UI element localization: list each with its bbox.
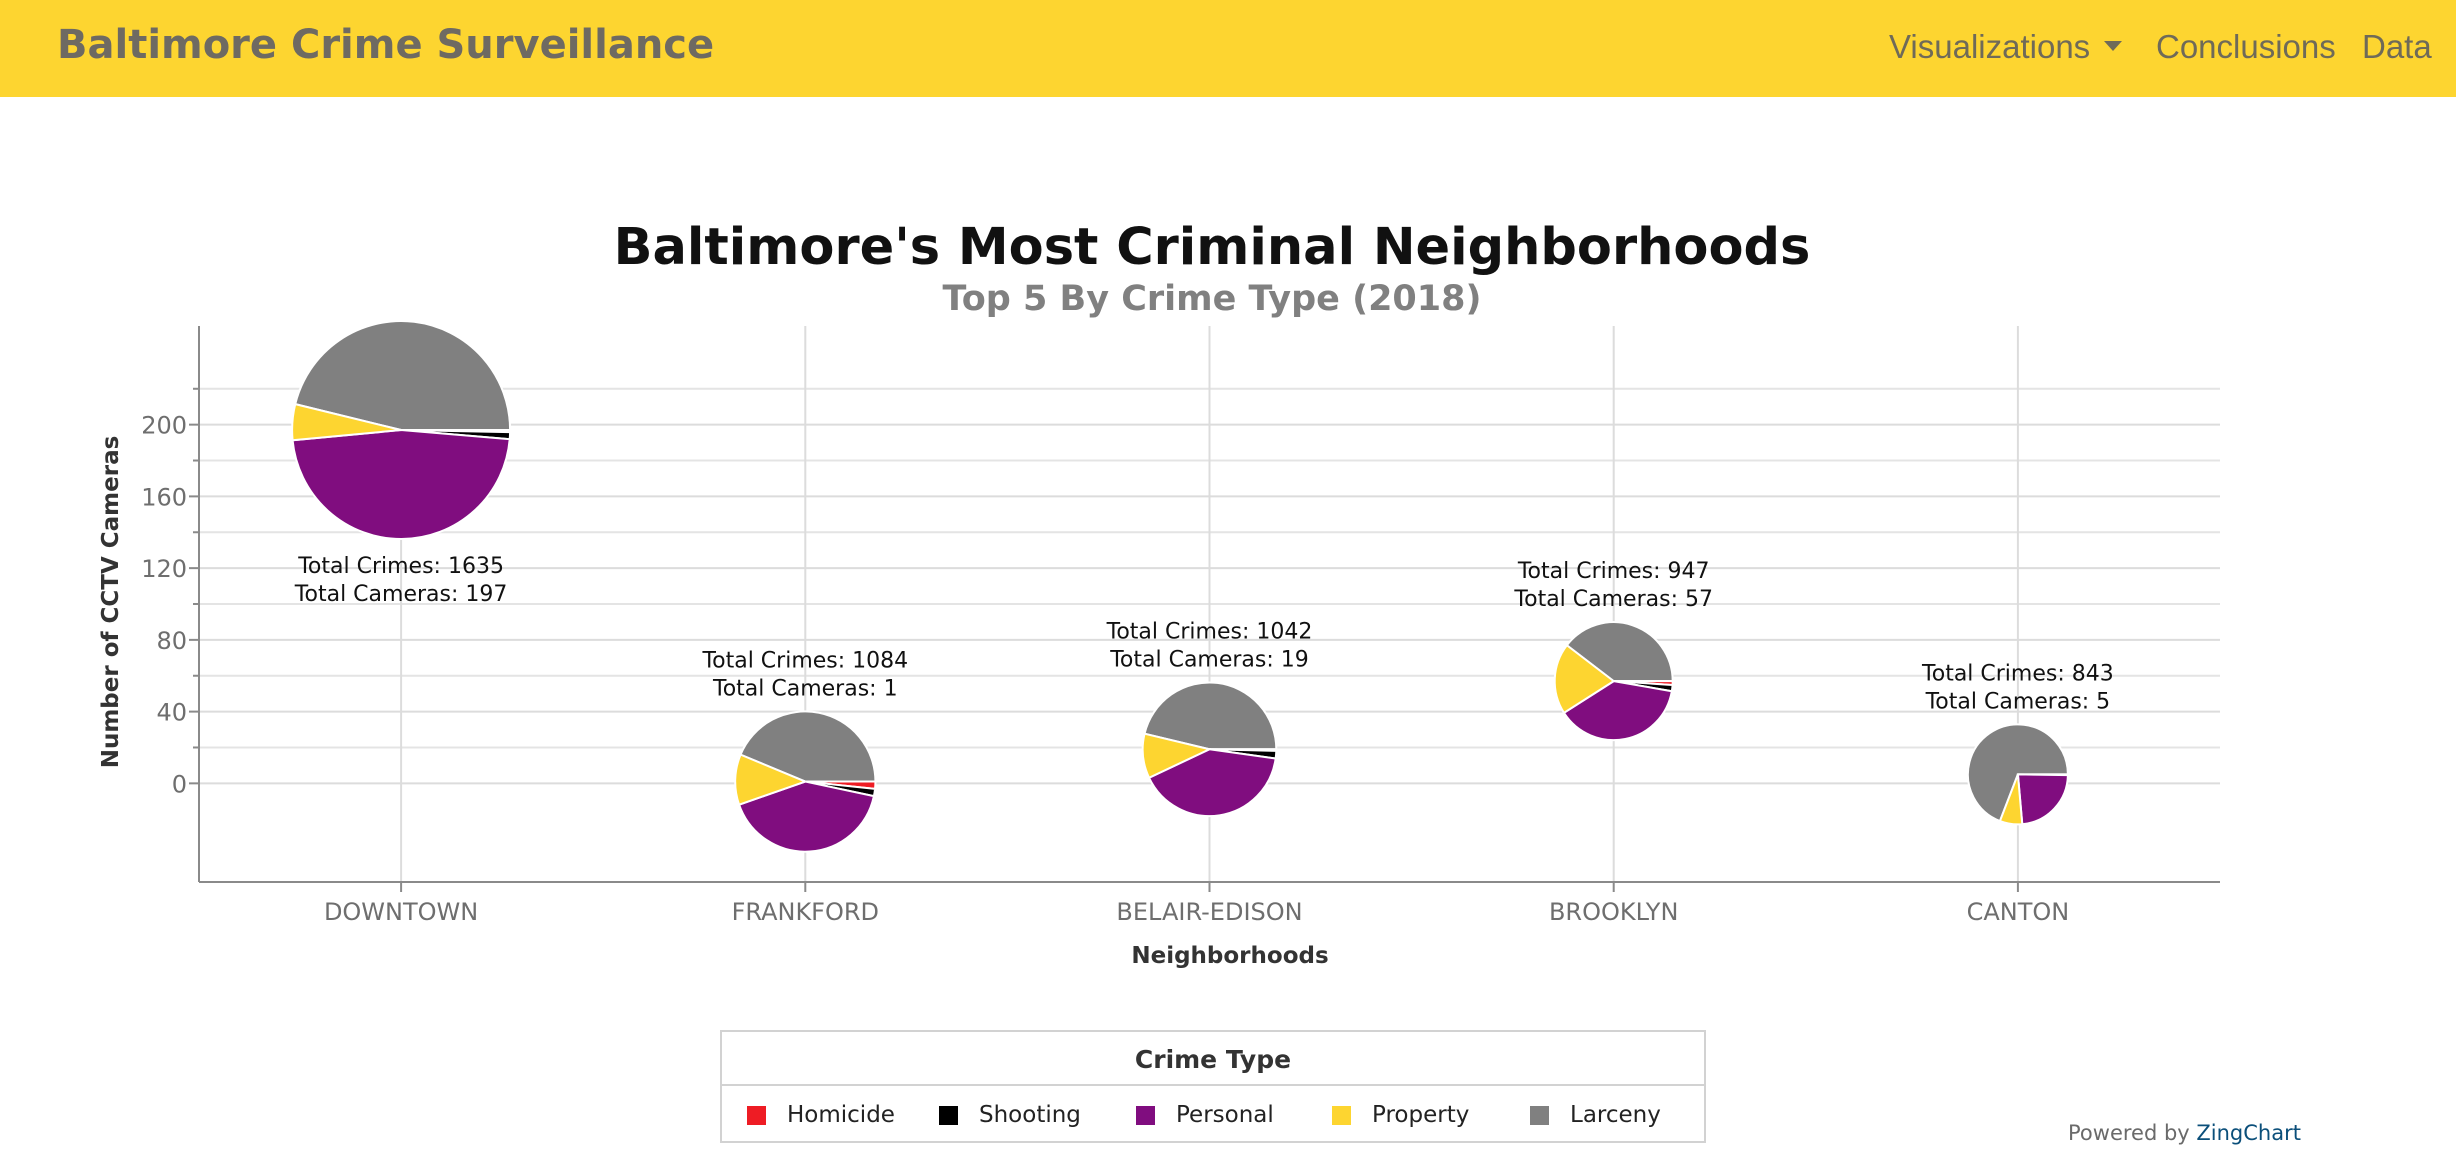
nav-data-link[interactable]: Data (2362, 28, 2432, 65)
y-tick-label: 120 (141, 555, 187, 583)
zingchart-link[interactable]: ZingChart (2196, 1121, 2301, 1145)
pie-labels: Total Crimes: 1635 Total Cameras: 197 Tota… (294, 554, 2114, 714)
x-tick-label-belair-edison: BELAIR-EDISON (1116, 898, 1302, 926)
y-tick-label: 80 (156, 627, 187, 655)
y-axis-title: Number of CCTV Cameras (98, 436, 124, 769)
pie-label-total-cameras-canton: Total Cameras: 5 (1925, 689, 2111, 714)
pie-slice-belair-edison-property[interactable] (1141, 732, 1213, 780)
pie-downtown[interactable] (291, 320, 512, 541)
pie-slice-frankford-larceny[interactable] (739, 710, 877, 783)
pie-frankford[interactable] (734, 710, 877, 853)
pie-brooklyn[interactable] (1553, 621, 1674, 742)
x-axis-title: Neighborhoods (1131, 943, 1328, 969)
chart-subtitle: Top 5 By Crime Type (2018) (943, 279, 1482, 319)
chart-title: Baltimore's Most Criminal Neighborhoods (614, 218, 1811, 277)
pie-label-total-crimes-downtown: Total Crimes: 1635 (297, 554, 504, 579)
pie-slice-brooklyn-property[interactable] (1553, 643, 1616, 715)
x-tick-label-brooklyn: BROOKLYN (1549, 898, 1678, 926)
powered-by: Powered by ZingChart (2068, 1121, 2301, 1145)
y-tick-label: 40 (156, 699, 187, 727)
legend-label-larceny: Larceny (1570, 1102, 1661, 1128)
pie-slice-downtown-property[interactable] (291, 402, 402, 442)
legend-swatch-larceny (1530, 1106, 1549, 1125)
nav-visualizations-label: Visualizations (1889, 28, 2091, 65)
pie-label-total-cameras-belair-edison: Total Cameras: 19 (1109, 647, 1309, 672)
pie-slice-downtown-larceny[interactable] (294, 320, 512, 432)
pie-markers (291, 320, 2069, 853)
pie-slice-canton-property[interactable] (1998, 774, 2024, 826)
pie-slice-brooklyn-larceny[interactable] (1565, 621, 1674, 683)
pie-label-total-cameras-brooklyn: Total Cameras: 57 (1513, 587, 1713, 612)
legend-swatch-personal (1136, 1106, 1155, 1125)
pie-label-total-crimes-brooklyn: Total Crimes: 947 (1517, 559, 1710, 584)
pie-slice-canton-personal[interactable] (2016, 773, 2069, 826)
axes: 0 40 80 120 160 200 DOWNTOWN FRANKFORD BELAIR-ED… (141, 326, 2220, 926)
x-tick-label-downtown: DOWNTOWN (324, 898, 478, 926)
powered-by-prefix: Powered by (2068, 1121, 2190, 1145)
pie-slice-frankford-property[interactable] (734, 753, 809, 806)
pie-belair-edison[interactable] (1141, 681, 1278, 817)
nav-conclusions-link[interactable]: Conclusions (2156, 28, 2336, 65)
legend: Crime Type Homicide Shooting Personal Pr… (720, 1030, 1706, 1143)
x-tick-label-frankford: FRANKFORD (732, 898, 879, 926)
pie-slice-downtown-personal[interactable] (291, 429, 511, 541)
grid-lines (199, 326, 2220, 882)
pie-slice-belair-edison-personal[interactable] (1147, 748, 1277, 817)
legend-label-personal: Personal (1176, 1102, 1274, 1128)
legend-swatch-homicide (747, 1106, 766, 1125)
x-tick-label-canton: CANTON (1967, 898, 2070, 926)
legend-label-homicide: Homicide (787, 1102, 895, 1128)
site-brand-link[interactable]: Baltimore Crime Surveillance (57, 22, 715, 68)
pie-canton[interactable] (1966, 723, 2069, 826)
pie-label-total-crimes-belair-edison: Total Crimes: 1042 (1106, 619, 1313, 644)
legend-swatch-property (1332, 1106, 1351, 1125)
y-tick-label: 0 (172, 770, 187, 798)
chevron-down-icon (2104, 41, 2123, 52)
legend-label-shooting: Shooting (979, 1102, 1081, 1128)
legend-swatch-shooting (939, 1106, 958, 1125)
legend-label-property: Property (1372, 1102, 1470, 1128)
nav-visualizations-dropdown[interactable]: Visualizations (1889, 28, 2123, 66)
crime-bubble-pie-chart: Baltimore's Most Criminal Neighborhoods … (98, 218, 2220, 969)
legend-title: Crime Type (722, 1032, 1704, 1086)
pie-slice-canton-larceny[interactable] (1966, 723, 2069, 823)
y-tick-label: 160 (141, 483, 187, 511)
pie-label-total-crimes-frankford: Total Crimes: 1084 (701, 648, 908, 673)
navbar: Baltimore Crime Surveillance Visualizati… (0, 0, 2456, 97)
pie-label-total-crimes-canton: Total Crimes: 843 (1921, 661, 2114, 686)
pie-label-total-cameras-frankford: Total Cameras: 1 (712, 676, 898, 701)
pie-label-total-cameras-downtown: Total Cameras: 197 (294, 582, 508, 607)
y-tick-label: 200 (141, 412, 187, 440)
pie-slice-frankford-personal[interactable] (737, 780, 876, 853)
pie-slice-belair-edison-larceny[interactable] (1143, 681, 1278, 751)
legend-items: Homicide Shooting Personal Property Larc… (722, 1086, 1704, 1143)
